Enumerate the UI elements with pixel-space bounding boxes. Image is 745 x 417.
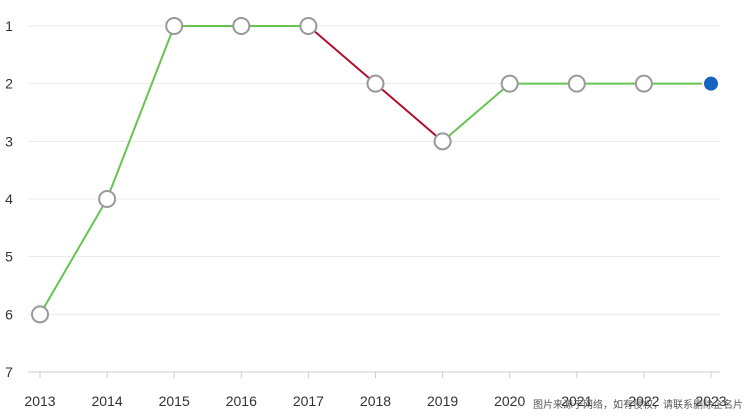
data-point [31, 305, 49, 324]
series-lines [39, 25, 712, 316]
y-tick-label: 7 [5, 364, 13, 380]
data-point [500, 74, 519, 93]
line-segment [307, 25, 377, 85]
data-point [98, 190, 117, 208]
y-tick-label: 5 [5, 249, 13, 265]
x-tick-label: 2015 [159, 393, 190, 409]
data-point [366, 74, 385, 93]
y-tick-label: 6 [5, 306, 13, 322]
x-tick-label: 2013 [24, 393, 55, 409]
y-axis-ticks: 1 2 3 4 5 6 7 [5, 18, 13, 380]
y-tick-label: 1 [5, 18, 13, 34]
y-tick-label: 3 [5, 133, 13, 149]
y-tick-label: 4 [5, 191, 13, 207]
watermark-text: 图片来源于网络，如有侵权，请联系删除企名片 [533, 400, 743, 411]
line-segment [374, 82, 444, 143]
data-point [232, 17, 251, 35]
line-segment [441, 82, 511, 143]
series-points [31, 17, 720, 324]
data-point-highlight [702, 74, 720, 93]
x-tick-label: 2017 [293, 393, 324, 409]
x-tick-label: 2014 [92, 393, 123, 409]
data-point [634, 74, 653, 93]
x-tick-label: 2018 [360, 393, 391, 409]
line-segment [39, 198, 109, 316]
x-axis [28, 371, 720, 378]
x-tick-label: 2021 [561, 393, 592, 409]
data-point [567, 74, 586, 93]
data-point [299, 17, 318, 35]
x-tick-label: 2016 [226, 393, 257, 409]
x-axis-ticks: 2013 2014 2015 2016 2017 2018 2019 2020 2021 2022… [24, 393, 726, 409]
data-point [433, 132, 452, 151]
gridlines [28, 25, 720, 315]
x-tick-label: 2019 [427, 393, 458, 409]
data-point [165, 17, 184, 35]
x-tick-label: 2023 [695, 393, 726, 409]
x-tick-label: 2020 [494, 393, 525, 409]
line-segment [106, 25, 176, 200]
x-tick-label: 2022 [628, 393, 659, 409]
y-tick-label: 2 [5, 76, 13, 92]
